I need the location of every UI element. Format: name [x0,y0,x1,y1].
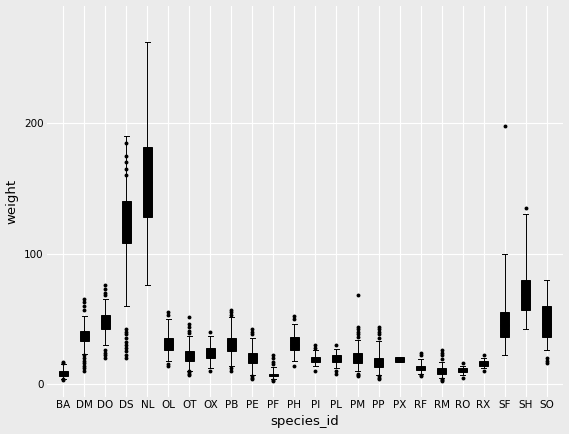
PathPatch shape [416,366,425,370]
PathPatch shape [205,348,215,358]
PathPatch shape [521,279,530,310]
PathPatch shape [374,358,384,367]
PathPatch shape [458,368,467,372]
PathPatch shape [479,361,488,366]
PathPatch shape [500,312,509,337]
PathPatch shape [542,306,551,337]
PathPatch shape [332,355,341,362]
PathPatch shape [185,352,194,361]
PathPatch shape [80,331,89,341]
PathPatch shape [353,353,362,363]
PathPatch shape [395,357,404,362]
Y-axis label: weight: weight [6,179,19,224]
PathPatch shape [437,368,446,374]
PathPatch shape [101,315,110,329]
PathPatch shape [248,353,257,363]
PathPatch shape [269,374,278,376]
PathPatch shape [143,147,152,217]
PathPatch shape [311,357,320,362]
PathPatch shape [122,201,131,243]
PathPatch shape [226,339,236,352]
X-axis label: species_id: species_id [271,415,339,428]
PathPatch shape [164,339,173,350]
PathPatch shape [59,371,68,376]
PathPatch shape [290,337,299,350]
